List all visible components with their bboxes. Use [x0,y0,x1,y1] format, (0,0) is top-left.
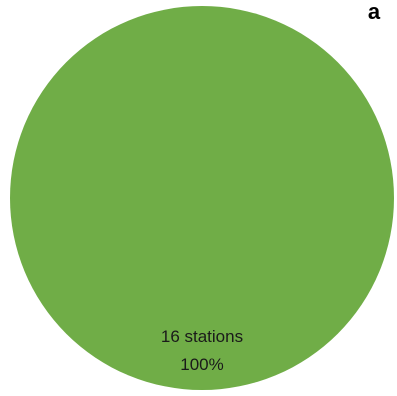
pie-slice-0 [10,6,394,390]
slice-percent-label: 100% [180,355,223,374]
pie-slices [10,6,394,390]
slice-count-label: 16 stations [161,327,243,346]
panel-letter: a [368,0,381,24]
